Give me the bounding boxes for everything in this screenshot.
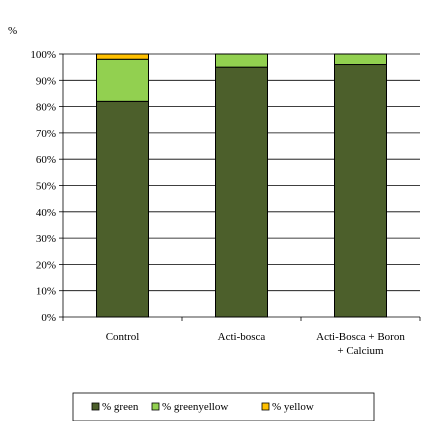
- bar-segment: [334, 53, 387, 66]
- x-tick-label: + Calcium: [337, 345, 384, 357]
- y-tick-labels: 0% 10% 20% 30% 40% 50% 60% 70% 80% 90% 100%: [30, 49, 56, 324]
- y-unit-label: %: [8, 25, 17, 37]
- y-tick-label: 90%: [36, 75, 56, 87]
- legend-label: % greenyellow: [162, 401, 228, 413]
- y-tick-label: 80%: [36, 102, 56, 114]
- legend-box: [72, 392, 375, 421]
- legend-swatch: [91, 402, 100, 411]
- x-tick-label: Acti-Bosca + Boron: [316, 331, 405, 343]
- legend-label: % green: [102, 401, 139, 413]
- y-tick-label: 70%: [36, 128, 56, 140]
- x-tick-label: Control: [106, 331, 140, 343]
- axes: [59, 53, 421, 321]
- x-tick-labels: Control Acti-bosca Acti-Bosca + Boron + Cal…: [106, 331, 406, 357]
- legend-label: % yellow: [272, 401, 314, 413]
- x-tick-label: Acti-bosca: [218, 331, 266, 343]
- y-tick-label: 40%: [36, 207, 56, 219]
- y-tick-label: 0%: [41, 312, 56, 324]
- y-tick-label: 60%: [36, 154, 56, 166]
- bar-segment: [96, 58, 149, 102]
- y-tick-label: 10%: [36, 286, 56, 298]
- y-tick-label: 100%: [30, 49, 56, 61]
- y-tick-label: 30%: [36, 233, 56, 245]
- legend-swatch: [261, 402, 270, 411]
- bar-segment: [96, 53, 149, 60]
- bar-segment: [215, 53, 268, 68]
- y-tick-label: 50%: [36, 181, 56, 193]
- y-tick-label: 20%: [36, 259, 56, 271]
- bars: [96, 53, 387, 318]
- legend: % green % greenyellow % yellow: [72, 392, 375, 421]
- bar-segment: [215, 66, 268, 318]
- legend-swatch: [151, 402, 160, 411]
- bar-segment: [96, 100, 149, 318]
- bar-segment: [334, 64, 387, 318]
